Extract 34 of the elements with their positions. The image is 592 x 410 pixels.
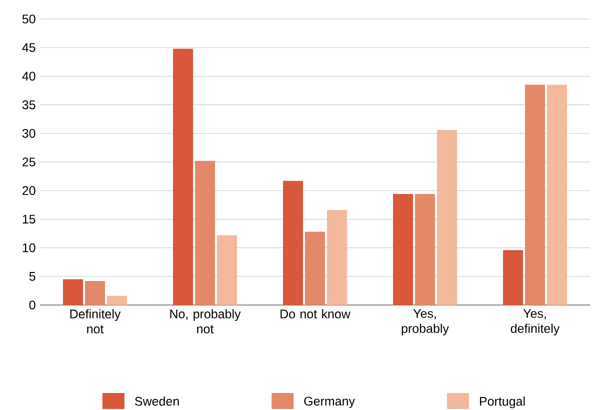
y-tick-label: 30 <box>22 128 36 138</box>
y-tick-label: 35 <box>22 100 36 110</box>
legend-label: Sweden <box>135 396 179 406</box>
bar <box>326 210 347 305</box>
y-tick-label: 15 <box>22 214 36 224</box>
bar <box>173 48 194 305</box>
bar <box>63 279 84 305</box>
x-tick-label: Definitely not <box>70 309 121 334</box>
x-tick-label: Yes, definitely <box>510 309 560 336</box>
bar <box>216 235 237 305</box>
y-tick-label: 5 <box>29 272 36 281</box>
bar <box>546 84 567 305</box>
bar <box>305 232 325 305</box>
y-tick-label: 50 <box>22 14 36 24</box>
bar <box>393 194 414 305</box>
legend-label: Portugal <box>480 396 525 408</box>
bar <box>106 296 127 305</box>
bar <box>503 250 524 305</box>
bar <box>283 180 304 305</box>
x-tick-label: Do not know <box>280 309 350 318</box>
bar <box>85 280 105 305</box>
x-tick-label: Yes, probably <box>402 309 449 336</box>
y-tick-label: 10 <box>22 243 36 252</box>
legend-label: Germany <box>304 396 355 408</box>
y-tick-label: 25 <box>22 158 36 166</box>
y-tick-label: 0 <box>29 300 36 310</box>
y-tick-label: 40 <box>22 72 36 81</box>
y-tick-label: 20 <box>22 186 36 196</box>
y-tick-label: 45 <box>22 43 36 52</box>
bar <box>436 130 457 305</box>
bar <box>415 194 435 305</box>
bar <box>195 160 215 305</box>
x-tick-label: No, probably not <box>170 309 241 334</box>
bar <box>525 84 545 305</box>
